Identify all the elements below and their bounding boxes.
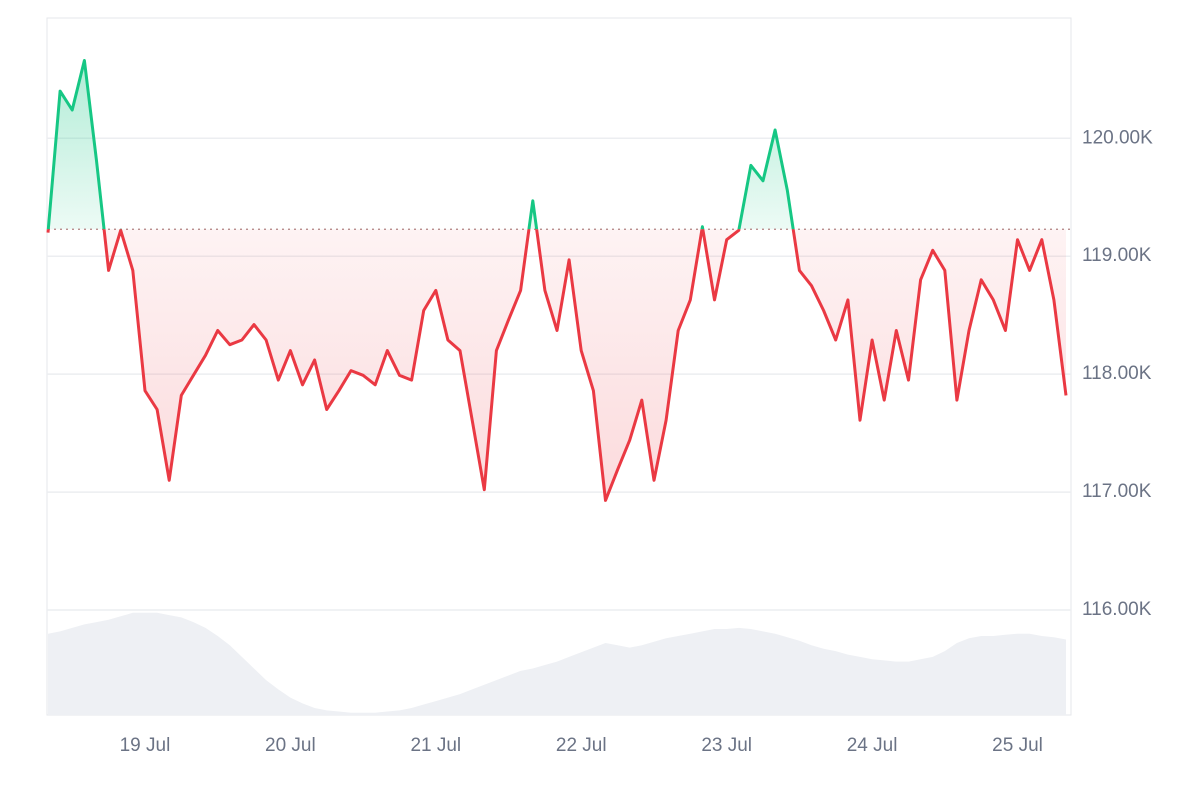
y-tick-label: 116.00K bbox=[1082, 599, 1152, 620]
x-tick-label: 23 Jul bbox=[701, 735, 752, 756]
x-tick-label: 20 Jul bbox=[265, 735, 316, 756]
x-tick-label: 24 Jul bbox=[847, 735, 898, 756]
volume-area bbox=[48, 612, 1066, 715]
y-tick-label: 120.00K bbox=[1082, 127, 1153, 148]
x-tick-label: 22 Jul bbox=[556, 735, 607, 756]
y-tick-label: 117.00K bbox=[1082, 481, 1152, 502]
x-tick-label: 25 Jul bbox=[992, 735, 1043, 756]
price-line-below bbox=[46, 229, 1068, 502]
x-tick-label: 21 Jul bbox=[410, 735, 461, 756]
x-tick-label: 19 Jul bbox=[120, 735, 171, 756]
y-tick-label: 119.00K bbox=[1082, 245, 1152, 266]
y-tick-label: 118.00K bbox=[1082, 363, 1152, 384]
area-below bbox=[48, 229, 1066, 501]
